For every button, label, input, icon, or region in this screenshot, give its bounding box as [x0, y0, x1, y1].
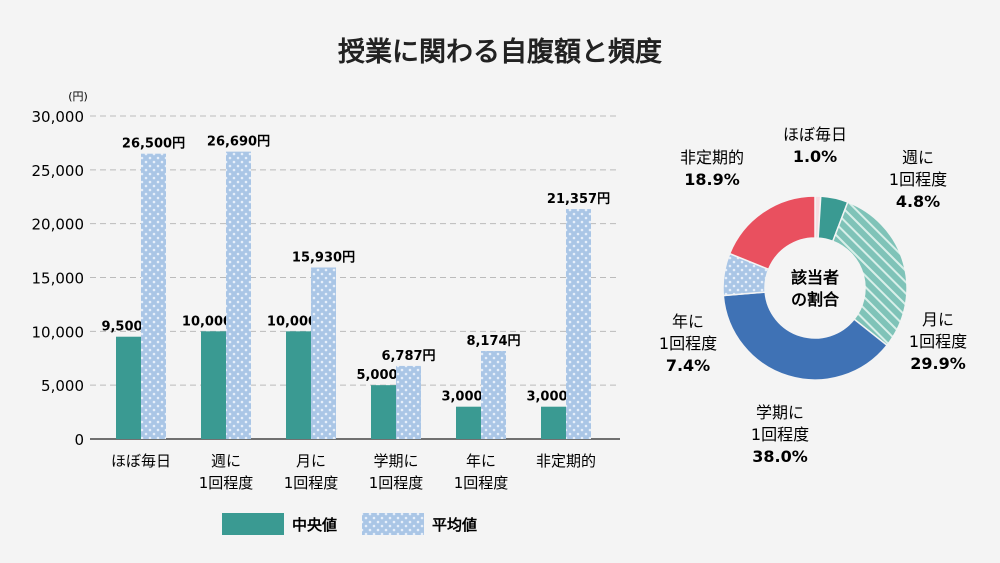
slice-percent: 7.4%	[666, 356, 710, 375]
bar-median	[201, 331, 226, 439]
donut-center-label: 該当者	[791, 268, 839, 287]
bar-median	[116, 336, 141, 439]
data-label: 21,357円	[547, 192, 610, 207]
donut-slice	[831, 201, 908, 347]
slice-label: 非定期的	[680, 148, 744, 167]
slice-label: 1回程度	[751, 425, 809, 444]
data-label: 15,930円	[292, 250, 355, 265]
bar-mean	[141, 153, 166, 439]
x-tick-label: 月に	[296, 452, 326, 470]
slice-label: 年に	[672, 312, 704, 331]
y-tick-label: 20,000	[32, 216, 85, 234]
x-tick-label: 1回程度	[454, 474, 509, 492]
donut-center-label: の割合	[791, 290, 840, 309]
slice-label: 月に	[922, 310, 954, 329]
y-tick-label: 5,000	[41, 377, 84, 395]
x-tick-label: 週に	[211, 452, 241, 470]
x-tick-label: ほぼ毎日	[111, 452, 171, 470]
y-tick-label: 30,000	[32, 108, 85, 126]
slice-percent: 18.9%	[684, 170, 740, 189]
x-tick-label: 学期に	[373, 452, 418, 470]
y-tick-label: 0	[74, 431, 84, 449]
legend-label: 平均値	[432, 516, 477, 534]
slice-label: 学期に	[756, 403, 804, 422]
donut-slice	[722, 291, 889, 381]
chart-title: 授業に関わる自腹額と頻度	[338, 37, 662, 68]
slice-label: 1回程度	[659, 334, 717, 353]
data-label: 26,500円	[122, 137, 185, 152]
bar-mean	[226, 151, 251, 439]
bar-median	[371, 385, 396, 439]
slice-label: 1回程度	[889, 170, 947, 189]
data-label: 6,787円	[381, 349, 435, 364]
bar-mean	[311, 267, 336, 439]
slice-percent: 29.9%	[910, 354, 966, 373]
slice-label: 1回程度	[909, 332, 967, 351]
x-tick-label: 1回程度	[369, 474, 424, 492]
bar-median	[541, 406, 566, 439]
x-tick-label: 年に	[466, 452, 496, 470]
y-tick-label: 15,000	[32, 270, 85, 288]
y-tick-label: 25,000	[32, 162, 85, 180]
slice-percent: 1.0%	[793, 147, 837, 166]
bar-mean	[396, 365, 421, 439]
data-label: 26,690円	[207, 135, 270, 150]
legend-label: 中央値	[292, 516, 337, 534]
slice-percent: 38.0%	[752, 447, 808, 466]
slice-label: ほぼ毎日	[783, 125, 847, 144]
slice-label: 週に	[902, 148, 934, 167]
y-tick-label: 10,000	[32, 323, 85, 341]
bar-median	[456, 406, 481, 439]
bar-mean	[481, 350, 506, 439]
donut-slice	[728, 195, 816, 271]
legend-swatch	[362, 513, 424, 535]
data-label: 8,174円	[466, 334, 520, 349]
y-axis-unit: (円)	[68, 90, 88, 103]
x-tick-label: 非定期的	[536, 452, 596, 470]
slice-percent: 4.8%	[896, 192, 940, 211]
bar-mean	[566, 209, 591, 439]
x-tick-label: 1回程度	[199, 474, 254, 492]
legend-swatch	[222, 513, 284, 535]
bar-median	[286, 331, 311, 439]
x-tick-label: 1回程度	[284, 474, 339, 492]
